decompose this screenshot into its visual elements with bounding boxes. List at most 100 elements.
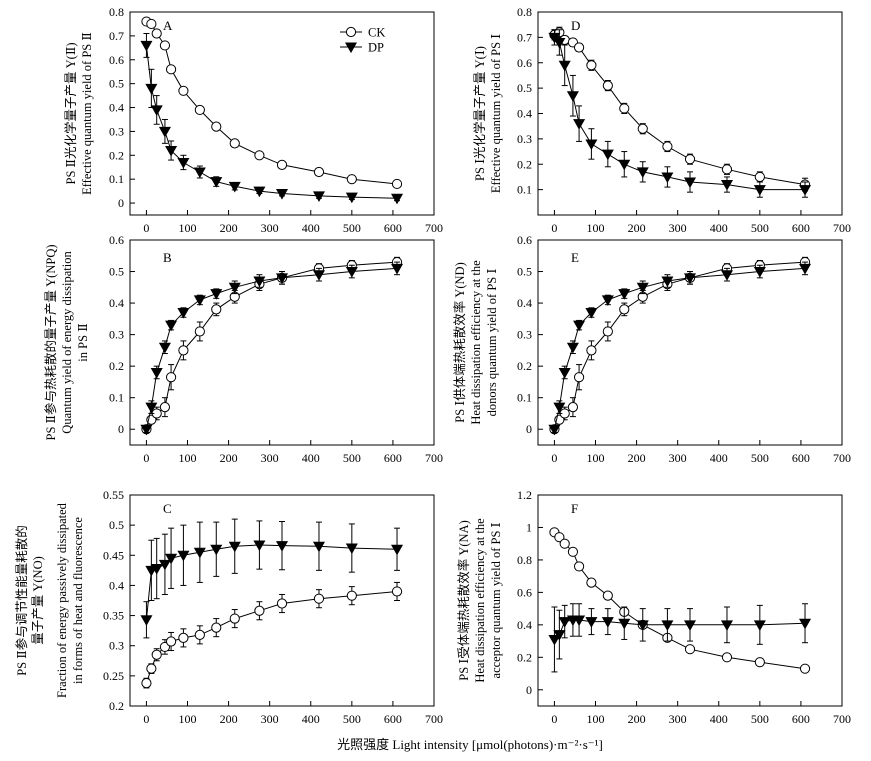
data-point-dp [391,544,404,556]
data-point-ck [602,80,613,91]
x-tick-label: 600 [384,712,402,726]
data-point-dp [140,40,153,52]
data-point-dp [553,402,566,414]
data-point-ck [146,18,157,30]
data-point-ck [194,629,205,640]
data-point-ck [662,141,673,152]
y-tick-label: 0.4 [517,107,532,121]
y-tick-label: 0.2 [517,359,532,373]
data-point-dp [312,270,325,281]
data-point-dp [228,282,241,294]
data-point-dp [193,167,206,179]
x-tick-label: 700 [833,221,851,235]
data-point-dp [601,617,614,628]
data-point-dp [618,159,631,171]
data-point-ck [573,372,585,383]
data-point-dp [253,276,266,288]
y-axis-label-line: Heat dissipation efficiency at the [473,518,487,683]
data-point-dp [177,308,190,319]
data-point-dp [145,402,158,414]
data-point-dp [799,185,812,196]
y-tick-label: 0.4 [109,101,124,115]
data-point-dp [661,276,674,288]
y-axis-label-line: Heat dissipation efficiency at the [469,260,483,425]
data-point-dp [193,547,206,559]
x-tick-label: 700 [425,221,443,235]
data-point-dp [683,177,697,189]
y-tick-label: 0.45 [103,548,124,562]
x-tick-label: 700 [833,712,851,726]
y-tick-label: 0 [526,422,532,436]
data-point-ck [586,60,597,71]
y-tick-label: 0.2 [109,148,124,162]
x-tick-label: 500 [751,451,769,465]
data-point-dp [177,157,190,169]
data-point-dp [158,559,171,571]
y-tick-label: 0.4 [109,296,124,310]
x-tick-label: 300 [669,221,687,235]
x-tick-label: 100 [179,221,197,235]
data-point-dp [548,424,561,436]
y-tick-label: 0.7 [109,29,124,43]
data-point-dp [799,618,812,630]
x-tick-label: 0 [551,451,557,465]
y-tick-label: 0.8 [517,553,532,567]
y-axis-label-line: Effective quantum yield of PS Ⅰ [489,34,503,193]
panel-f: 0 0.2 0.4 0.6 0.8 1 1.2 0 100 200 300 400 500 600 700 F… [456,488,851,726]
data-point-dp [636,167,649,178]
x-tick-label: 300 [261,221,279,235]
data-point-dp [158,126,171,138]
data-point-dp [799,263,812,275]
x-tick-label: 0 [551,221,557,235]
data-point-ck [602,590,613,601]
data-point-dp [253,186,266,198]
data-point-ck [254,605,265,616]
y-axis-label-line: 量子产量 Y(NO) [31,556,45,645]
x-tick-label: 600 [384,451,402,465]
data-point-ck [391,178,403,190]
data-point-ck [159,402,171,413]
x-tick-label: 100 [179,451,197,465]
x-tick-label: 700 [833,451,851,465]
data-point-ck [178,632,189,643]
data-point-ck [151,28,162,39]
data-point-ck [346,590,357,601]
x-tick-label: 200 [628,221,646,235]
data-point-dp [720,270,733,281]
data-point-dp [210,289,223,300]
y-tick-label: 0.4 [109,578,124,592]
data-point-dp [720,620,733,631]
data-point-dp [140,615,153,626]
legend-label-dp: DP [368,41,384,55]
y-tick-label: 0.6 [517,585,532,599]
y-axis-label-line: PS Ⅰ光化学量子产量 Y(Ⅰ) [472,46,487,181]
data-point-dp [275,273,289,284]
data-point-dp [601,295,614,307]
y-axis-label-line: PS Ⅱ参与热耗散的量子产量 Y(NPQ) [43,244,58,440]
y-tick-label: 0.25 [103,669,124,683]
panel-c: 0.2 0.25 0.3 0.35 0.4 0.45 0.5 0.55 0 100 200 300 40… [14,488,443,726]
data-point-ck [229,138,240,149]
panel-letter: E [571,250,579,265]
data-point-dp [145,83,158,95]
data-point-ck [573,42,585,53]
data-point-ck [211,622,222,633]
data-point-ck [276,159,288,170]
x-tick-label: 0 [143,451,149,465]
data-point-dp [636,282,649,294]
y-tick-label: 0.5 [109,265,124,279]
data-point-dp [683,273,697,284]
x-tick-label: 600 [792,712,810,726]
data-point-dp [585,617,598,628]
data-point-ck [559,538,570,549]
data-point-dp [558,367,571,379]
y-tick-label: 0.3 [517,132,532,146]
data-point-dp [165,553,178,565]
data-point-dp [391,193,404,205]
data-point-dp [165,146,178,157]
plot-frame [129,494,435,707]
data-point-ck [254,150,265,161]
data-point-dp [618,618,631,630]
panel-b: 0 0.1 0.2 0.3 0.4 0.5 0.6 0 100 200 300 400 500 600 70… [43,233,443,465]
y-tick-label: 0.55 [103,488,124,502]
